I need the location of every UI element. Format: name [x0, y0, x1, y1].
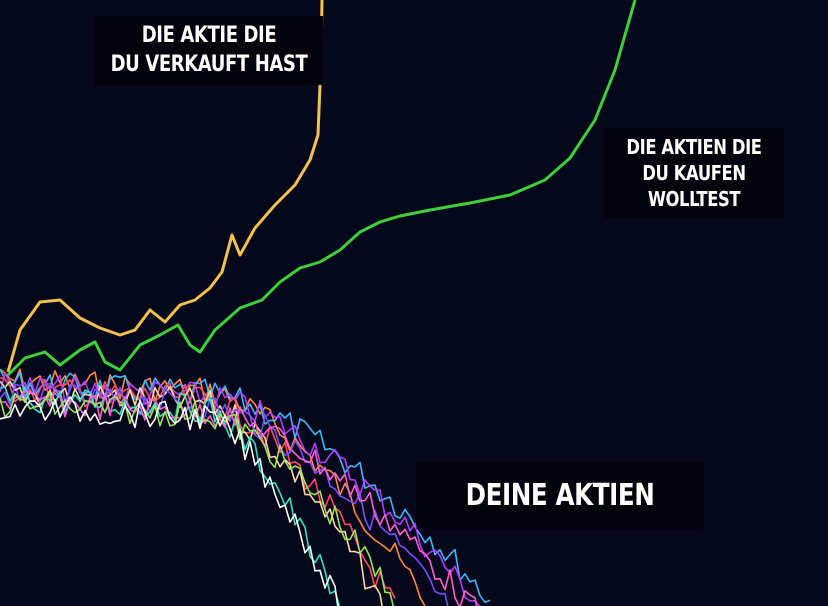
your-stock-line	[0, 381, 449, 606]
your-stock-line	[0, 392, 395, 606]
label-line: DIE AKTIEN DIE	[626, 135, 762, 159]
label-your-stocks: DEINE AKTIEN	[416, 462, 704, 529]
label-wanted-stocks: DIE AKTIEN DIE DU KAUFEN WOLLTEST	[604, 128, 784, 218]
label-line: DU VERKAUFT HAST	[110, 51, 308, 77]
your-stock-line	[0, 396, 339, 606]
your-stock-line	[0, 386, 341, 606]
label-line: WOLLTEST	[647, 187, 741, 211]
sold-stock-line	[6, 0, 324, 373]
wanted-stocks-line	[6, 0, 637, 377]
your-stock-line	[0, 380, 383, 606]
label-line: DIE AKTIE DIE	[141, 23, 277, 48]
label-line: DU KAUFEN	[642, 161, 746, 185]
label-sold-stock: DIE AKTIE DIE DU VERKAUFT HAST	[95, 16, 323, 86]
your-stock-line	[0, 372, 481, 606]
your-stock-line	[0, 376, 396, 599]
